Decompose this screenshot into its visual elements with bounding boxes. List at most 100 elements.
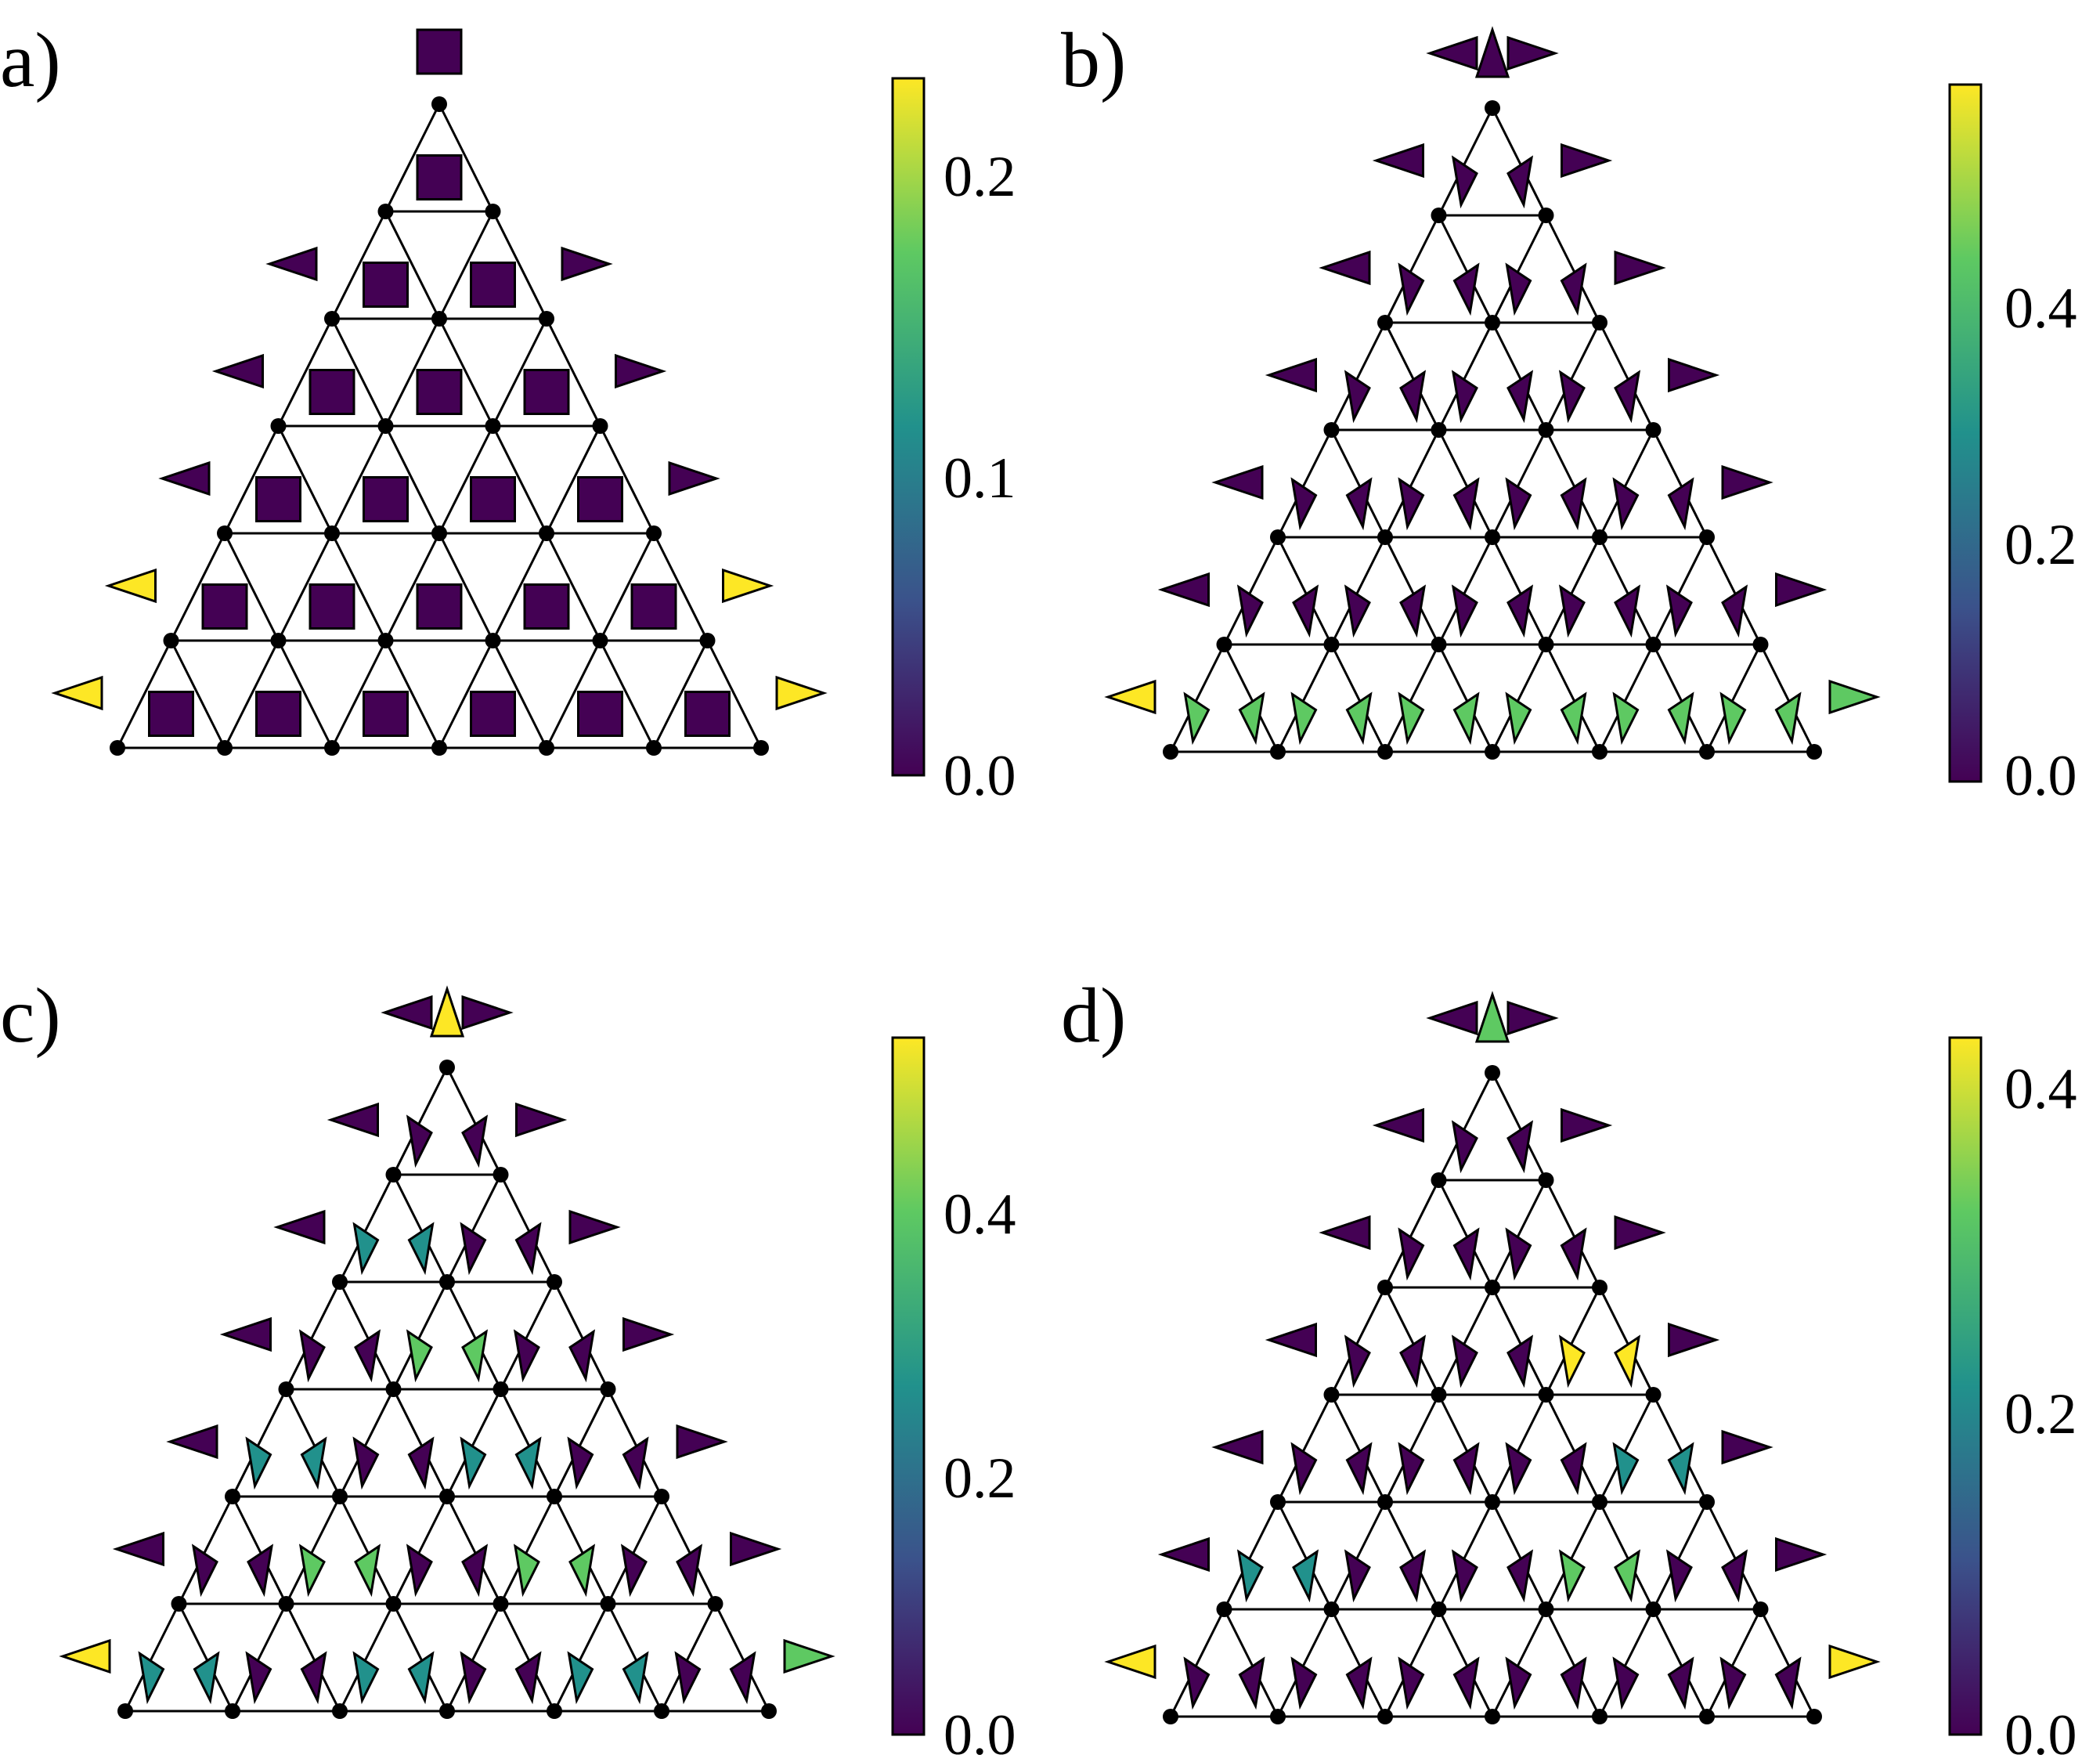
triangle-marker — [1667, 1656, 1694, 1710]
bond — [1491, 107, 1547, 216]
triangle-marker — [1398, 691, 1425, 746]
site-dot — [110, 740, 125, 756]
triangle-marker — [1398, 477, 1425, 531]
triangle-marker — [1505, 1442, 1532, 1496]
site-dot — [1752, 1601, 1769, 1617]
bond — [1705, 1609, 1762, 1717]
triangle-marker — [1292, 584, 1319, 638]
triangle-marker — [1183, 691, 1211, 746]
bond — [1545, 536, 1601, 645]
site-dot — [1592, 1280, 1607, 1295]
site-dot — [539, 740, 554, 756]
site-dot — [707, 1596, 723, 1612]
bond — [1438, 644, 1494, 753]
triangle-marker — [676, 1424, 728, 1460]
triangle-marker — [775, 675, 828, 711]
bond — [1438, 1179, 1494, 1288]
lattice-sites — [1163, 1065, 1822, 1724]
square-marker — [684, 691, 731, 737]
bond — [1705, 1501, 1762, 1610]
lattice-c — [59, 985, 835, 1719]
triangle-marker — [1665, 584, 1693, 638]
bond — [1438, 107, 1494, 216]
bond — [1598, 644, 1654, 753]
site-dot — [761, 1703, 777, 1719]
site-dot — [1431, 637, 1447, 652]
bond — [446, 1603, 502, 1712]
triangle-marker — [138, 1651, 165, 1705]
bond — [1491, 1287, 1547, 1396]
square-marker — [363, 476, 409, 522]
bond — [438, 533, 494, 641]
site-dot — [539, 311, 554, 327]
site-dot — [225, 1489, 240, 1504]
bond — [1652, 1609, 1709, 1717]
triangle-marker — [1828, 1644, 1881, 1680]
bond — [553, 1388, 609, 1497]
triangle-marker — [1452, 691, 1480, 746]
bond — [124, 1603, 180, 1712]
square-marker — [309, 583, 355, 630]
colorbar-gradient — [1948, 1036, 1983, 1736]
bond — [1598, 536, 1654, 645]
site-dot — [1216, 1601, 1232, 1617]
site-dot — [485, 418, 501, 434]
bond — [285, 1281, 341, 1390]
triangle-marker — [674, 1651, 702, 1705]
site-dot — [1592, 315, 1607, 330]
site-dot — [324, 525, 340, 541]
colorbar-d: 0.0 0.2 0.4 — [1948, 1036, 2077, 1762]
site-dot — [1752, 637, 1769, 652]
site-dot — [1485, 529, 1500, 545]
site-dot — [1216, 637, 1232, 652]
triangle-marker — [1667, 477, 1694, 531]
triangle-marker — [158, 460, 211, 496]
triangle-marker — [1451, 1334, 1478, 1388]
bond — [338, 1496, 395, 1605]
triangle-marker — [567, 1436, 594, 1490]
site-dot — [1323, 1601, 1340, 1617]
bond — [446, 1281, 502, 1390]
site-dot — [1538, 1387, 1554, 1403]
panel-a: a) 0.0 0.1 0.2 — [0, 16, 1016, 808]
bond — [492, 533, 548, 641]
triangle-marker — [1614, 1549, 1641, 1603]
triangle-marker — [1506, 1334, 1534, 1388]
bond — [1384, 1394, 1440, 1503]
triangle-marker — [298, 1329, 326, 1383]
bond — [599, 425, 655, 534]
bond — [1438, 1287, 1494, 1396]
bond — [231, 1388, 287, 1497]
bond — [1276, 1501, 1333, 1610]
triangle-marker — [1104, 1644, 1156, 1680]
triangle-marker — [1319, 1215, 1371, 1251]
bond — [1652, 644, 1709, 753]
triangle-marker — [1719, 691, 1747, 746]
site-dot — [1592, 529, 1607, 545]
triangle-marker — [429, 985, 465, 1038]
bond — [1759, 644, 1816, 753]
bond — [1276, 1394, 1333, 1503]
panel-label-d: d) — [1061, 972, 1126, 1059]
square-marker — [363, 262, 409, 308]
bond — [338, 1281, 395, 1390]
triangle-marker — [722, 568, 774, 604]
bond — [384, 103, 441, 212]
bond — [392, 1067, 449, 1175]
triangle-marker — [676, 1544, 703, 1598]
site-dot — [646, 525, 662, 541]
bond — [1652, 1501, 1709, 1610]
triangle-marker — [514, 1222, 542, 1276]
bond — [285, 1603, 341, 1712]
bond — [545, 318, 601, 427]
triangle-marker — [460, 1222, 487, 1276]
bond — [1545, 1394, 1601, 1503]
site-dot — [1377, 1709, 1393, 1724]
triangle-marker — [1451, 155, 1478, 209]
site-dot — [1485, 1709, 1500, 1724]
bond — [492, 640, 548, 749]
bond — [338, 1603, 395, 1712]
triangle-marker — [1452, 262, 1480, 316]
bond — [1330, 322, 1387, 431]
site-dot — [385, 1167, 402, 1182]
